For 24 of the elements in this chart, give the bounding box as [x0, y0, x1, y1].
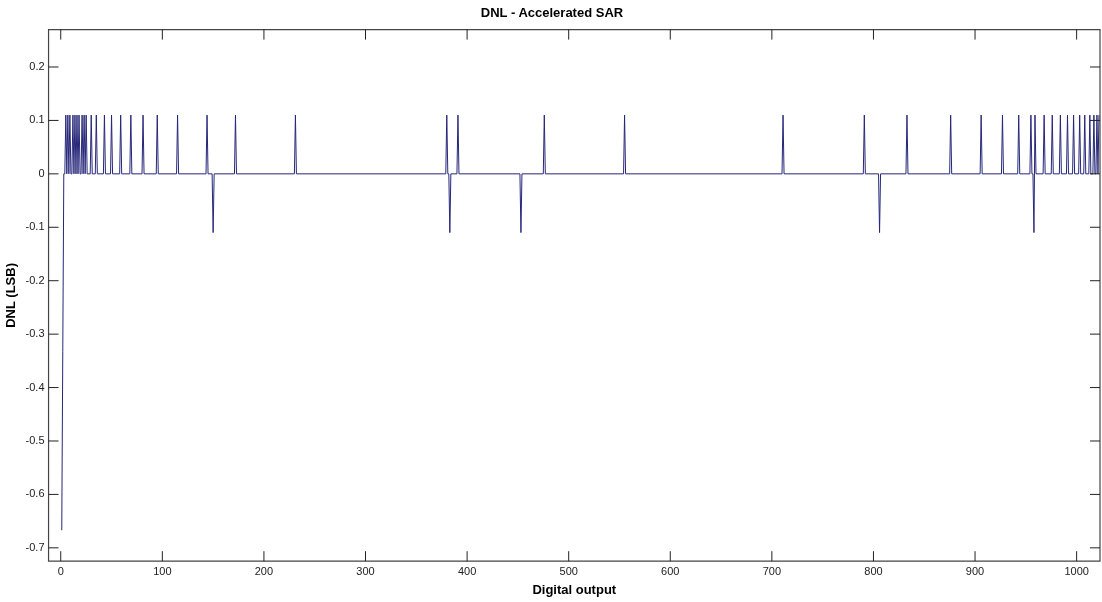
y-tick-label: -0.5 [25, 434, 45, 447]
y-axis-title: DNL (LSB) [3, 263, 19, 328]
y-tick-label: -0.7 [25, 540, 45, 553]
x-tick-label: 100 [153, 564, 172, 577]
y-tick-label: -0.6 [25, 487, 45, 500]
y-tick-label: -0.2 [25, 273, 45, 286]
x-tick-label: 700 [762, 564, 782, 577]
x-tick-label: 1000 [1064, 564, 1089, 577]
y-tick-label: 0.1 [29, 113, 45, 126]
y-tick-label: -0.3 [25, 327, 45, 340]
x-tick-label: 500 [559, 564, 578, 577]
chart-title: DNL - Accelerated SAR [480, 5, 624, 21]
x-tick-label: 300 [356, 564, 375, 577]
x-tick-label: 800 [864, 564, 883, 577]
x-tick-label: 200 [254, 564, 274, 577]
x-axis-title: Digital output [532, 581, 617, 597]
y-tick-label: 0 [38, 166, 45, 179]
y-tick-label: -0.4 [25, 380, 45, 393]
y-tick-label: 0.2 [29, 60, 45, 73]
x-tick-label: 0 [57, 564, 64, 577]
x-tick-label: 400 [457, 564, 477, 577]
y-tick-label: -0.1 [25, 220, 45, 233]
x-tick-label: 900 [965, 564, 985, 577]
x-tick-label: 600 [661, 564, 680, 577]
